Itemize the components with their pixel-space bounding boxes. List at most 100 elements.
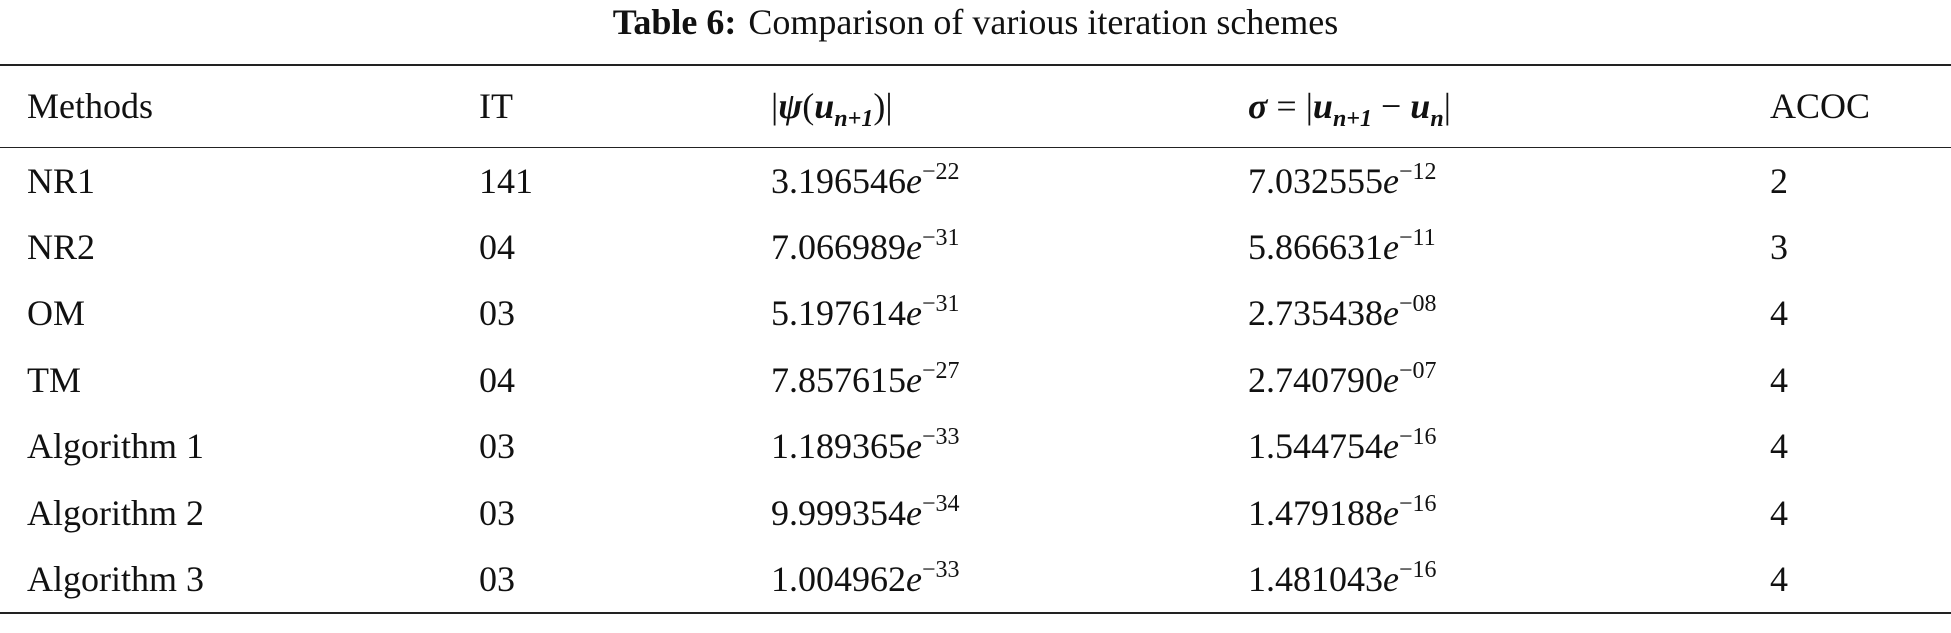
mantissa: 7.857615 <box>771 359 906 400</box>
comparison-table: Methods IT |ψ(un+1)| σ = |un+1 − un| ACO… <box>0 64 1951 614</box>
table-row: Algorithm 1 03 1.189365e−33 1.544754e−16 4 <box>0 413 1951 480</box>
table-cell: 1.481043e−16 <box>1248 546 1770 613</box>
mantissa: 3.196546 <box>771 160 906 201</box>
mantissa: 1.544754 <box>1248 426 1383 467</box>
exp-base: e <box>906 226 922 267</box>
exp-base: e <box>1383 226 1399 267</box>
table-cell: 3 <box>1770 226 1788 267</box>
table-cell: Algorithm 3 <box>27 558 204 599</box>
exp-base: e <box>1383 558 1399 599</box>
table-cell: 7.066989e−31 <box>771 214 1248 281</box>
table-cell: 1.544754e−16 <box>1248 413 1770 480</box>
table-cell: 4 <box>1770 293 1788 334</box>
title-text: Comparison of various iteration schemes <box>748 2 1339 42</box>
exp-base: e <box>1383 293 1399 334</box>
table-cell: NR2 <box>27 226 96 267</box>
header-cell: σ = |un+1 − un| <box>1248 65 1770 147</box>
table-row: Algorithm 2 03 9.999354e−34 1.479188e−16 4 <box>0 480 1951 547</box>
table-row: Algorithm 3 03 1.004962e−33 1.481043e−16 4 <box>0 546 1951 613</box>
table-cell: 03 <box>479 558 515 599</box>
math: ψ <box>778 86 803 127</box>
exponent: −16 <box>1398 490 1437 517</box>
exp-base: e <box>906 492 922 533</box>
exponent: −07 <box>1398 357 1437 384</box>
exp-base: e <box>1383 359 1399 400</box>
table-row: NR2 04 7.066989e−31 5.866631e−11 3 <box>0 214 1951 281</box>
mantissa: 7.066989 <box>771 226 906 267</box>
table-cell: 4 <box>1770 426 1788 467</box>
mantissa: 1.189365 <box>771 426 906 467</box>
table-cell: 04 <box>479 226 515 267</box>
exp-base: e <box>906 293 922 334</box>
header-cell: |ψ(un+1)| <box>771 65 1248 147</box>
table-cell: 2.740790e−07 <box>1248 347 1770 414</box>
table-cell: 3.196546e−22 <box>771 147 1248 214</box>
exponent: −33 <box>921 424 960 451</box>
exponent: −16 <box>1398 424 1437 451</box>
table-cell: 2.735438e−08 <box>1248 280 1770 347</box>
exponent: −11 <box>1398 224 1436 251</box>
table-cell: 4 <box>1770 492 1788 533</box>
mantissa: 2.740790 <box>1248 359 1383 400</box>
table-cell: 4 <box>1770 558 1788 599</box>
table-cell: 9.999354e−34 <box>771 480 1248 547</box>
math: u <box>814 86 835 127</box>
exp-base: e <box>1383 492 1399 533</box>
table-body: NR1 141 3.196546e−22 7.032555e−12 2 NR2 04 7.06… <box>0 147 1951 613</box>
exponent: −33 <box>921 556 960 583</box>
exponent: −31 <box>921 291 960 318</box>
math: n+1 <box>834 106 874 133</box>
exp-base: e <box>1383 160 1399 201</box>
table-cell: 1.189365e−33 <box>771 413 1248 480</box>
table-cell: 1.479188e−16 <box>1248 480 1770 547</box>
math: σ <box>1248 86 1268 127</box>
math: n <box>1430 106 1444 133</box>
table-cell: 1.004962e−33 <box>771 546 1248 613</box>
table-cell: Algorithm 2 <box>27 492 204 533</box>
exponent: −27 <box>921 357 960 384</box>
mantissa: 7.032555 <box>1248 160 1383 201</box>
table-label: Table 6: <box>612 2 737 42</box>
table-cell: 7.032555e−12 <box>1248 147 1770 214</box>
exponent: −16 <box>1398 556 1437 583</box>
mantissa: 2.735438 <box>1248 293 1383 334</box>
exp-base: e <box>1383 426 1399 467</box>
exp-base: e <box>906 359 922 400</box>
mantissa: 5.197614 <box>771 293 906 334</box>
table-row: NR1 141 3.196546e−22 7.032555e−12 2 <box>0 147 1951 214</box>
table-cell: OM <box>27 293 86 334</box>
mantissa: 5.866631 <box>1248 226 1383 267</box>
math: ( <box>802 86 815 127</box>
math: | <box>771 86 779 127</box>
mantissa: 9.999354 <box>771 492 906 533</box>
table-cell: Algorithm 1 <box>27 426 204 467</box>
table-cell: 141 <box>479 160 533 201</box>
math: u <box>1312 86 1333 127</box>
header-cell: IT <box>479 86 513 127</box>
math: | <box>1443 86 1451 127</box>
table-row: TM 04 7.857615e−27 2.740790e−07 4 <box>0 347 1951 414</box>
exponent: −34 <box>921 490 960 517</box>
table-cell: 5.197614e−31 <box>771 280 1248 347</box>
header-cell: Methods <box>27 86 153 127</box>
table-cell: 03 <box>479 426 515 467</box>
math: = | <box>1267 86 1313 127</box>
table-title: Table 6: Comparison of various iteration … <box>0 0 1951 64</box>
exp-base: e <box>906 160 922 201</box>
exponent: −12 <box>1398 158 1437 185</box>
exponent: −31 <box>921 224 960 251</box>
table-cell: 03 <box>479 492 515 533</box>
header-cell: ACOC <box>1770 86 1871 127</box>
exponent: −08 <box>1398 291 1437 318</box>
table-row: OM 03 5.197614e−31 2.735438e−08 4 <box>0 280 1951 347</box>
math: − <box>1371 86 1411 127</box>
math: )| <box>873 86 893 127</box>
table-cell: NR1 <box>27 160 96 201</box>
mantissa: 1.004962 <box>771 558 906 599</box>
exp-base: e <box>906 558 922 599</box>
table-cell: 5.866631e−11 <box>1248 214 1770 281</box>
exp-base: e <box>906 426 922 467</box>
table-cell: 04 <box>479 359 515 400</box>
table-cell: TM <box>27 359 81 400</box>
